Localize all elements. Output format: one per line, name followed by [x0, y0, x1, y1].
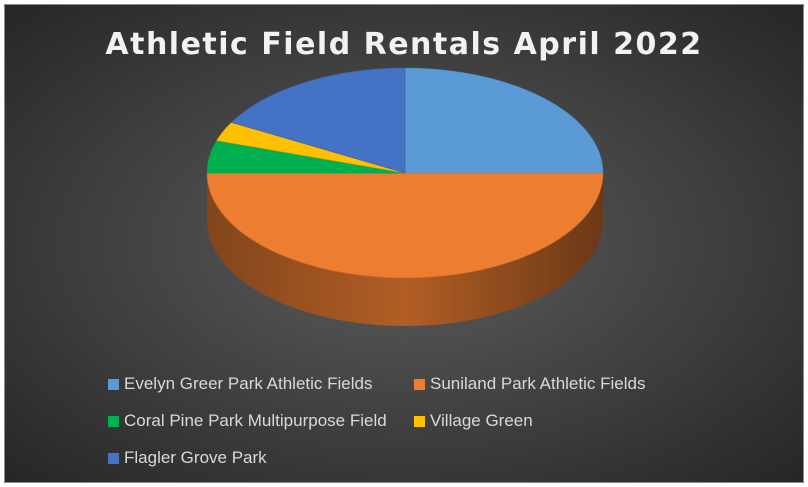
legend-item: Flagler Grove Park [108, 448, 267, 468]
pie-slice [206, 172, 604, 279]
legend-item: Village Green [414, 411, 533, 431]
legend: Evelyn Greer Park Athletic Fields Sunila… [108, 374, 708, 482]
legend-swatch [108, 378, 119, 390]
legend-item: Suniland Park Athletic Fields [414, 374, 645, 394]
pie-slice [404, 67, 604, 174]
legend-swatch [108, 452, 119, 464]
chart-area: Athletic Field Rentals April 2022 Evelyn… [4, 4, 804, 483]
legend-swatch [414, 378, 425, 390]
legend-label: Coral Pine Park Multipurpose Field [124, 411, 387, 430]
legend-label: Evelyn Greer Park Athletic Fields [124, 374, 373, 393]
legend-swatch [414, 415, 425, 427]
pie-slice-side [207, 173, 603, 326]
chart-title: Athletic Field Rentals April 2022 [105, 27, 703, 62]
legend-item: Evelyn Greer Park Athletic Fields [108, 374, 372, 394]
legend-label: Flagler Grove Park [124, 448, 267, 467]
pie-chart [206, 67, 604, 326]
legend-label: Suniland Park Athletic Fields [430, 374, 646, 393]
legend-swatch [108, 415, 119, 427]
legend-label: Village Green [430, 411, 533, 430]
pie-slice [230, 67, 406, 174]
legend-item: Coral Pine Park Multipurpose Field [108, 411, 387, 431]
